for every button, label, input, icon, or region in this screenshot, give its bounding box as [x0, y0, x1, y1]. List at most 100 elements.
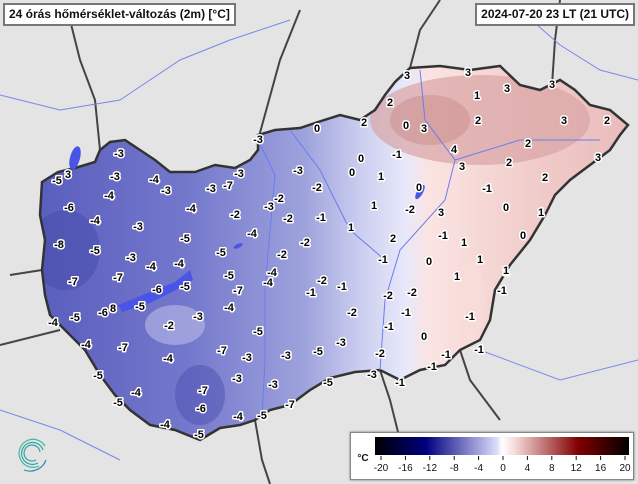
legend-tick-label: 16 [595, 463, 607, 474]
value-label: -1 [306, 287, 316, 299]
value-label: 2 [604, 115, 610, 127]
value-label: 0 [520, 230, 526, 242]
value-label: -2 [347, 307, 357, 319]
value-label: -3 [336, 337, 346, 349]
value-label: -1 [316, 212, 326, 224]
value-label: -7 [285, 399, 295, 411]
value-label: -3 [114, 148, 124, 160]
value-label: -4 [186, 203, 197, 215]
value-label: 0 [503, 202, 509, 214]
map-timestamp: 2024-07-20 23 LT (21 UTC) [475, 3, 635, 26]
value-label: 3 [561, 115, 567, 127]
value-label: -3 [133, 221, 143, 233]
value-label: -3 [268, 379, 278, 391]
value-label: -2 [274, 193, 284, 205]
value-label: 1 [348, 222, 354, 234]
value-label: 3 [65, 169, 71, 181]
value-label: -1 [482, 183, 492, 195]
value-label: 3 [465, 67, 471, 79]
value-label: -7 [233, 285, 243, 297]
value-label: -4 [233, 411, 244, 423]
value-label: -5 [135, 301, 145, 313]
lake-velence [233, 243, 243, 249]
value-label: 8 [110, 303, 116, 315]
neighbor-borders [0, 0, 561, 484]
value-label: -4 [267, 267, 278, 279]
value-label: 1 [538, 207, 544, 219]
value-label: -2 [277, 249, 287, 261]
value-label: 0 [426, 256, 432, 268]
legend-tick-label: -8 [450, 463, 459, 474]
value-label: 0 [314, 123, 320, 135]
value-label: -6 [196, 403, 206, 415]
value-label: -7 [217, 345, 227, 357]
value-label: -6 [98, 307, 108, 319]
value-label: -7 [223, 180, 233, 192]
legend-tick-label: 0 [500, 463, 506, 474]
value-label: -5 [323, 377, 333, 389]
value-label: -6 [64, 202, 74, 214]
value-label: -3 [232, 373, 242, 385]
value-label: 2 [387, 97, 393, 109]
value-label: -3 [193, 311, 203, 323]
value-label: -3 [264, 201, 274, 213]
value-label: -7 [198, 385, 208, 397]
value-label: 1 [474, 90, 480, 102]
value-label: -1 [497, 285, 507, 297]
value-label: -1 [337, 281, 347, 293]
value-label: -1 [392, 149, 402, 161]
swirl-logo-icon [18, 438, 47, 472]
color-legend: °C -20 -16 -12 -8 -4 0 4 8 12 16 20 [350, 432, 634, 480]
legend-tick-label: 12 [571, 463, 583, 474]
value-label: 0 [416, 182, 422, 194]
value-label: 3 [595, 152, 601, 164]
legend-tick-label: 20 [619, 463, 631, 474]
value-label: 1 [454, 271, 460, 283]
lake-balaton [118, 270, 193, 312]
value-label: 2 [475, 115, 481, 127]
value-label: -7 [113, 272, 123, 284]
value-label: 0 [421, 331, 427, 343]
value-label: 3 [549, 79, 555, 91]
value-label: 2 [506, 157, 512, 169]
rivers-outside [0, 9, 638, 461]
value-label: -5 [180, 281, 190, 293]
value-label: 0 [358, 153, 364, 165]
value-label: -2 [383, 290, 393, 302]
value-label: -5 [90, 245, 100, 257]
value-label: 0 [349, 167, 355, 179]
value-label: -4 [174, 258, 185, 270]
value-label: 1 [503, 265, 509, 277]
value-label: -5 [257, 410, 267, 422]
value-label: -4 [263, 277, 274, 289]
value-label: 3 [404, 70, 410, 82]
value-label: -8 [54, 239, 64, 251]
value-label: -2 [317, 275, 327, 287]
map-title: 24 órás hőmérséklet-változás (2m) [°C] [3, 3, 236, 26]
value-label: -3 [293, 165, 303, 177]
value-label: -4 [90, 215, 101, 227]
value-label: -5 [70, 312, 80, 324]
value-label: -3 [126, 252, 136, 264]
value-label: -3 [253, 134, 263, 146]
value-label: -4 [149, 174, 160, 186]
legend-tick-label: -12 [423, 463, 438, 474]
value-label: -4 [48, 317, 59, 329]
value-label: -2 [283, 213, 293, 225]
value-label: 1 [477, 254, 483, 266]
value-label: -1 [441, 349, 451, 361]
value-label: -2 [405, 204, 415, 216]
value-label: 3 [459, 161, 465, 173]
value-label: -4 [163, 353, 174, 365]
value-label: -1 [378, 254, 388, 266]
value-label: -2 [312, 182, 322, 194]
value-label: -7 [118, 342, 128, 354]
value-label: -5 [180, 233, 190, 245]
value-label: 3 [421, 123, 427, 135]
value-label: -3 [110, 171, 120, 183]
value-label: -1 [465, 311, 475, 323]
value-label: -6 [152, 284, 162, 296]
value-label: -4 [160, 419, 171, 431]
value-label: 1 [371, 200, 377, 212]
legend-tick-label: -4 [474, 463, 483, 474]
